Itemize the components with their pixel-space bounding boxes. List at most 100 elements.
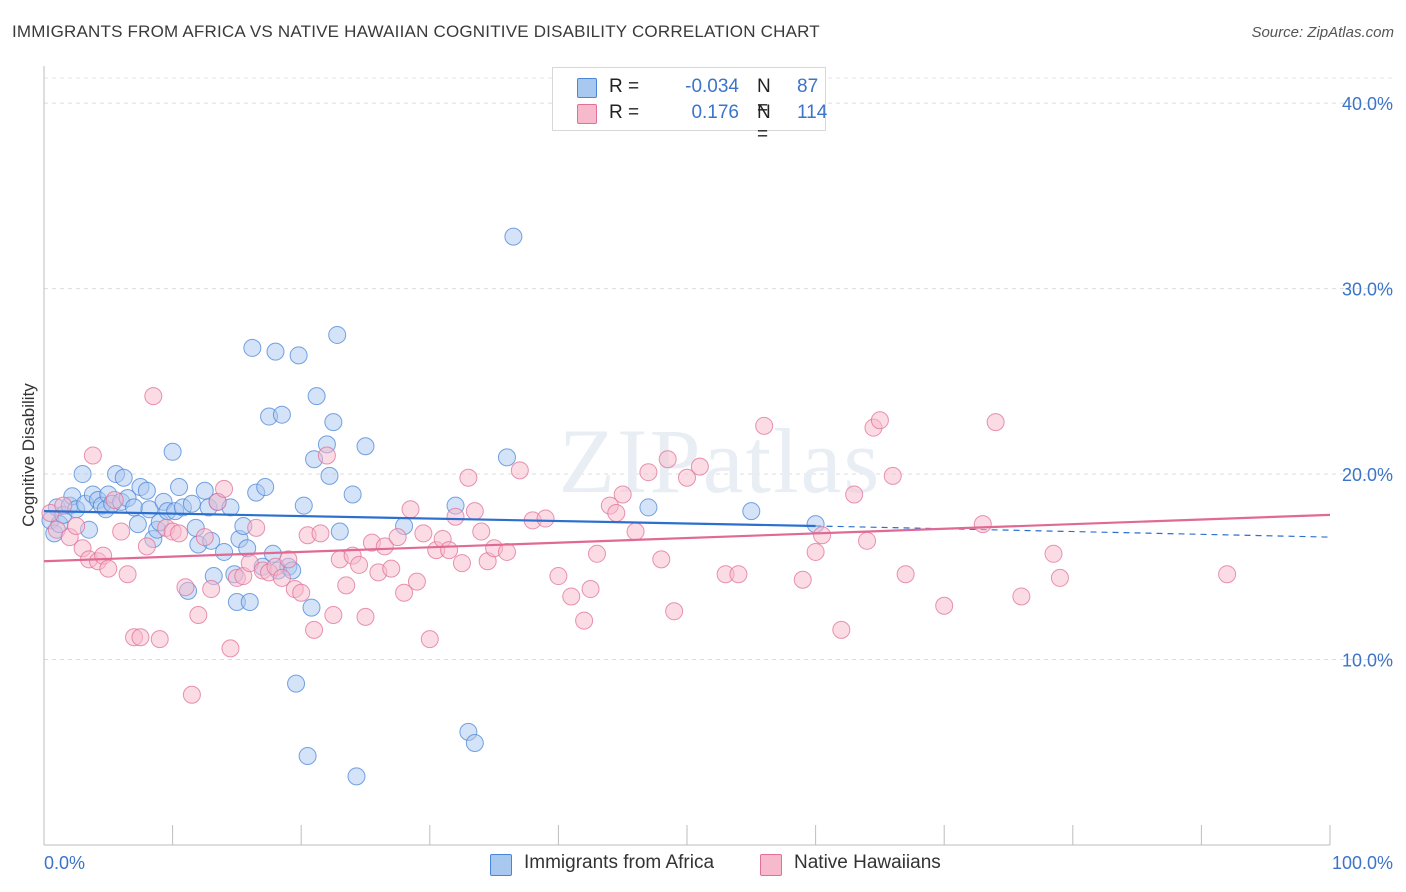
trend-line <box>43 513 1331 563</box>
data-point <box>883 466 902 485</box>
data-point <box>1218 565 1237 584</box>
data-point <box>112 522 131 541</box>
data-point <box>465 502 484 521</box>
data-point <box>986 413 1005 432</box>
data-point <box>298 746 317 765</box>
data-point <box>581 580 600 599</box>
data-point <box>83 446 102 465</box>
data-point <box>459 468 478 487</box>
data-point <box>652 550 671 569</box>
data-point <box>176 578 195 597</box>
data-point <box>356 607 375 626</box>
data-point <box>755 416 774 435</box>
data-point <box>729 565 748 584</box>
legend-swatch-africa <box>490 854 512 876</box>
data-point <box>935 596 954 615</box>
x-tick-label: 0.0% <box>44 853 85 873</box>
data-point <box>497 448 516 467</box>
data-point <box>105 491 124 510</box>
data-point <box>266 342 285 361</box>
data-point <box>465 733 484 752</box>
data-point <box>420 630 439 649</box>
data-point <box>626 522 645 541</box>
data-point <box>272 405 291 424</box>
data-point <box>375 537 394 556</box>
y-tick-label: 20.0% <box>1342 465 1393 485</box>
data-point <box>137 481 156 500</box>
data-point <box>973 515 992 534</box>
data-point <box>806 542 825 561</box>
series-native-hawaiians <box>41 387 1237 704</box>
data-point <box>562 587 581 606</box>
data-point <box>690 457 709 476</box>
data-point <box>446 507 465 526</box>
legend-swatch-hawaiians <box>577 104 597 124</box>
tick-labels: 10.0% 20.0% 30.0% 40.0% 0.0% 100.0% <box>44 94 1393 873</box>
data-point <box>144 387 163 406</box>
data-point <box>658 450 677 469</box>
data-point <box>639 498 658 517</box>
data-point <box>54 496 73 515</box>
data-point <box>99 559 118 578</box>
data-point <box>118 565 137 584</box>
data-point <box>896 565 915 584</box>
data-point <box>440 541 459 560</box>
data-point <box>324 606 343 625</box>
r-value: -0.034 <box>685 76 739 97</box>
y-tick-label: 30.0% <box>1342 280 1393 300</box>
data-point <box>128 515 147 534</box>
data-point <box>328 325 347 344</box>
data-point <box>401 500 420 519</box>
data-point <box>289 346 308 365</box>
legend-label-africa: Immigrants from Africa <box>524 852 715 873</box>
data-point <box>337 576 356 595</box>
stats-legend: R = -0.034 N = 87 R = 0.176 N = 114 <box>552 67 827 145</box>
data-point <box>240 593 259 612</box>
data-point <box>256 478 275 497</box>
data-point <box>67 516 86 535</box>
n-value: 87 <box>797 76 819 97</box>
trend-line <box>43 510 816 528</box>
data-point <box>189 606 208 625</box>
data-point <box>678 468 696 487</box>
data-point <box>382 559 401 578</box>
data-point <box>388 528 407 547</box>
data-point <box>272 568 291 587</box>
data-point <box>317 446 336 465</box>
legend-label-hawaiians: Native Hawaiians <box>794 852 941 873</box>
data-point <box>170 478 189 497</box>
data-point <box>1044 544 1063 563</box>
data-point <box>347 767 366 786</box>
data-point <box>243 338 262 357</box>
r-label: R = <box>609 102 640 123</box>
data-point <box>311 524 330 543</box>
data-point <box>356 437 375 456</box>
data-point <box>793 570 812 589</box>
data-point <box>247 518 266 537</box>
data-point <box>287 674 306 693</box>
r-value: 0.176 <box>691 102 739 123</box>
data-point <box>832 620 851 639</box>
data-point <box>195 481 214 500</box>
data-point <box>613 485 632 504</box>
watermark: ZIPatlas <box>559 410 882 512</box>
data-point <box>1050 568 1069 587</box>
data-point <box>182 494 201 513</box>
data-point <box>870 411 889 430</box>
data-point <box>665 602 684 621</box>
data-point <box>150 630 169 649</box>
data-point <box>294 496 313 515</box>
data-point <box>330 522 349 541</box>
trend-line-extension <box>815 525 1331 538</box>
data-point <box>414 524 433 543</box>
data-point <box>350 555 369 574</box>
y-axis-label: Cognitive Disability <box>19 383 38 527</box>
data-point <box>302 598 321 617</box>
data-point <box>221 639 240 658</box>
data-point <box>845 485 864 504</box>
data-point <box>320 466 339 485</box>
x-tick-label: 100.0% <box>1332 853 1393 873</box>
data-point <box>307 387 326 406</box>
axes <box>43 66 1331 846</box>
